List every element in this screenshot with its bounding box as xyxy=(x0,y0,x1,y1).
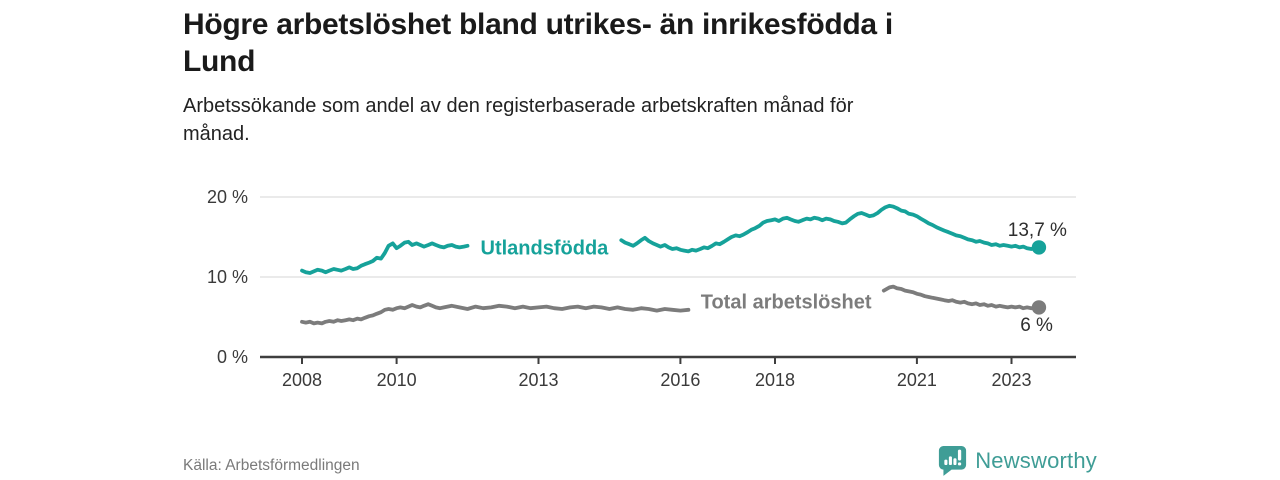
y-axis-label-20: 20 % xyxy=(206,187,248,207)
bar-chart-speech-bubble-icon xyxy=(938,445,967,476)
y-axis-label-0: 0 % xyxy=(216,347,248,367)
x-axis-label-2016: 2016 xyxy=(660,370,701,390)
newsworthy-logo: Newsworthy xyxy=(938,445,1097,476)
subtitle-line-1: Arbetssökande som andel av den registerb… xyxy=(183,95,854,117)
source-note: Källa: Arbetsförmedlingen xyxy=(183,457,360,474)
series-line-total-arbetsloshet-seg0 xyxy=(300,302,691,326)
x-axis-label-2021: 2021 xyxy=(896,370,937,390)
series-line-utlandsfodda-seg0 xyxy=(300,239,470,275)
page-title: Högre arbetslöshet bland utrikes- än inr… xyxy=(183,6,1103,80)
x-axis-label-2010: 2010 xyxy=(376,370,417,390)
x-axis-label-2023: 2023 xyxy=(991,370,1032,390)
y-axis-label-10: 10 % xyxy=(206,267,248,287)
series-label-total-arbetsloshet: Total arbetslöshet xyxy=(700,291,872,314)
series-line-utlandsfodda-seg1 xyxy=(619,203,1041,254)
end-dot-total-arbetsloshet xyxy=(1031,300,1047,315)
end-value-label-utlandsfodda: 13,7 % xyxy=(1007,220,1067,242)
x-axis-label-2013: 2013 xyxy=(518,370,559,390)
brand-wordmark: Newsworthy xyxy=(975,447,1097,473)
end-value-label-total: 6 % xyxy=(1020,315,1053,337)
series-line-total-arbetsloshet-seg1 xyxy=(881,284,1041,311)
title-line-1: Högre arbetslöshet bland utrikes- än inr… xyxy=(183,8,893,41)
title-line-2: Lund xyxy=(183,45,256,78)
x-axis-label-2008: 2008 xyxy=(281,370,323,390)
chart-subtitle: Arbetssökande som andel av den registerb… xyxy=(183,92,1063,148)
subtitle-line-2: månad. xyxy=(183,123,250,145)
end-dot-utlandsfodda xyxy=(1031,240,1047,255)
x-axis-label-2018: 2018 xyxy=(754,370,796,390)
series-label-utlandsfodda: Utlandsfödda xyxy=(480,237,609,260)
